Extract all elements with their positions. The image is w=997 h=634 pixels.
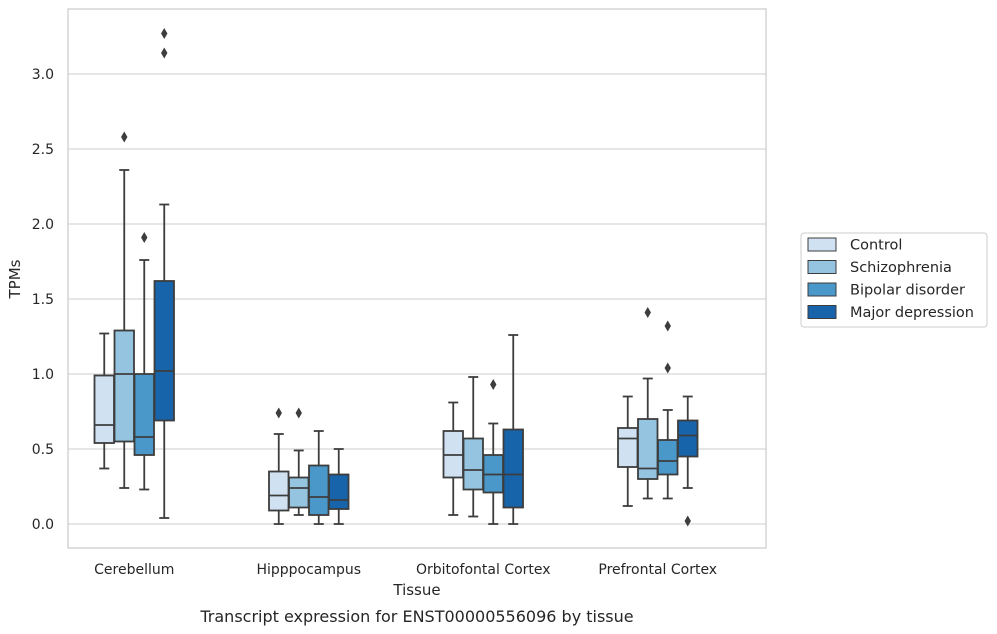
legend-label: Control bbox=[850, 238, 902, 254]
outlier-point bbox=[490, 379, 497, 390]
y-tick-label: 1.5 bbox=[32, 292, 54, 308]
legend-label: Major depression bbox=[850, 305, 974, 321]
x-tick-label: Hipppocampus bbox=[256, 562, 361, 578]
y-tick-label: 1.0 bbox=[32, 367, 54, 383]
box-0-3 bbox=[617, 395, 639, 507]
box-1-2 bbox=[462, 376, 484, 518]
legend-swatch bbox=[807, 305, 837, 319]
outlier-point bbox=[141, 232, 148, 243]
x-tick-label: Cerebellum bbox=[94, 562, 174, 578]
box-iqr bbox=[677, 419, 699, 458]
box-3-2 bbox=[502, 334, 524, 525]
x-tick-label: Orbitofontal Cortex bbox=[416, 562, 551, 578]
outlier-point bbox=[161, 47, 168, 59]
legend-label: Schizophrenia bbox=[850, 260, 952, 276]
outlier-point bbox=[684, 515, 691, 527]
y-tick-label: 0.5 bbox=[32, 442, 54, 458]
chart-caption: Transcript expression for ENST0000055609… bbox=[199, 607, 633, 626]
box-iqr bbox=[308, 464, 330, 516]
legend-swatch bbox=[807, 237, 837, 252]
gridlines bbox=[68, 73, 766, 525]
legend-swatch bbox=[807, 260, 837, 274]
box-0-2 bbox=[442, 401, 464, 516]
box-0-1 bbox=[268, 407, 290, 525]
box-iqr bbox=[462, 437, 484, 491]
box-0-0 bbox=[93, 332, 115, 470]
box-1-3 bbox=[637, 307, 659, 500]
box-3-1 bbox=[328, 448, 350, 525]
box-iqr bbox=[288, 476, 310, 509]
boxes bbox=[93, 28, 699, 527]
box-iqr bbox=[133, 373, 155, 456]
outlier-point bbox=[664, 320, 671, 332]
outlier-point bbox=[664, 362, 671, 374]
box-3-3 bbox=[677, 395, 699, 527]
box-2-2 bbox=[482, 379, 504, 525]
box-iqr bbox=[93, 374, 115, 444]
box-iqr bbox=[657, 439, 679, 476]
box-2-1 bbox=[308, 430, 330, 525]
box-3-0 bbox=[153, 28, 175, 519]
y-axis-ticks: 0.0 0.5 1.0 1.5 2.0 2.5 3.0 bbox=[32, 67, 54, 533]
legend-label: Bipolar disorder bbox=[850, 283, 965, 299]
box-2-3 bbox=[657, 320, 679, 500]
box-iqr bbox=[502, 428, 524, 509]
outlier-point bbox=[161, 28, 168, 39]
y-tick-label: 2.0 bbox=[32, 217, 54, 233]
outlier-point bbox=[121, 131, 128, 143]
box-iqr bbox=[637, 418, 659, 480]
y-tick-label: 2.5 bbox=[32, 142, 54, 158]
box-1-0 bbox=[113, 131, 135, 489]
y-tick-label: 3.0 bbox=[32, 67, 54, 83]
outlier-point bbox=[644, 307, 651, 318]
y-tick-label: 0.0 bbox=[32, 517, 54, 533]
outlier-point bbox=[295, 407, 302, 419]
box-iqr bbox=[268, 470, 290, 512]
legend: Control Schizophrenia Bipolar disorder Majo… bbox=[800, 232, 988, 328]
box-1-1 bbox=[288, 407, 310, 516]
box-iqr bbox=[153, 280, 175, 422]
box-iqr bbox=[617, 427, 639, 468]
plot-area bbox=[67, 8, 767, 549]
box-2-0 bbox=[133, 232, 155, 491]
box-iqr bbox=[113, 329, 135, 443]
legend-frame bbox=[800, 232, 988, 328]
x-axis-label: Tissue bbox=[392, 581, 440, 599]
x-tick-label: Prefrontal Cortex bbox=[598, 562, 717, 578]
box-iqr bbox=[328, 473, 350, 510]
outlier-point bbox=[275, 407, 282, 419]
x-axis-ticks: Cerebellum Hipppocampus Orbitofontal Corte… bbox=[94, 562, 717, 578]
y-axis-label: TPMs bbox=[6, 259, 24, 299]
legend-swatch bbox=[807, 282, 837, 297]
